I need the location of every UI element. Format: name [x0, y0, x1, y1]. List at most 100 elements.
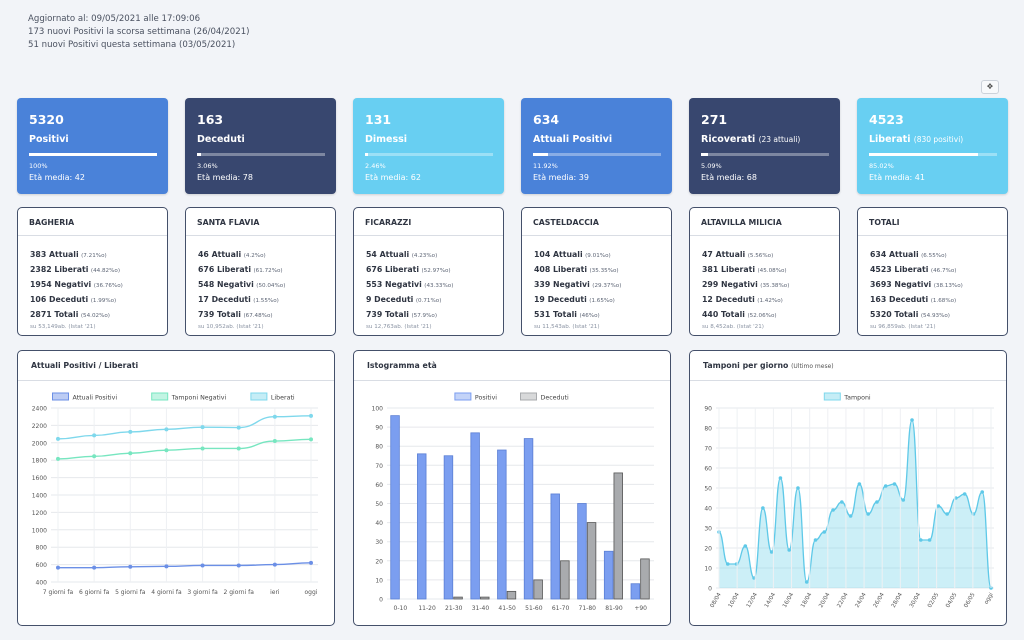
town-row-value: 676 Liberati	[366, 265, 420, 274]
data-point	[56, 565, 60, 570]
data-point	[787, 548, 791, 552]
y-tick-label: 0	[708, 586, 712, 593]
town-name: FICARAZZI	[354, 208, 503, 236]
x-tick-label: 08/04	[709, 592, 722, 609]
card-percent: 3.06%	[197, 162, 218, 170]
town-row-value: 17 Deceduti	[198, 295, 251, 304]
x-tick-label: 41-50	[498, 605, 516, 612]
bar	[480, 596, 490, 600]
data-point	[200, 446, 205, 451]
card-percent: 85.02%	[869, 162, 894, 170]
update-this-week: 51 nuovi Positivi questa settimana (03/0…	[28, 40, 236, 50]
data-point	[910, 418, 914, 422]
town-row-rate: (52.97%o)	[421, 268, 451, 274]
card-label: Ricoverati	[701, 134, 756, 145]
y-tick-label: 70	[704, 446, 712, 453]
town-row-value: 739 Totali	[366, 310, 409, 319]
card-progress	[869, 153, 997, 156]
data-point	[236, 446, 241, 451]
town-row: 163 Deceduti (1.68%o)	[870, 293, 995, 308]
data-point	[796, 486, 800, 490]
x-tick-label: 12/04	[746, 592, 759, 609]
bar	[390, 415, 400, 600]
data-point	[164, 448, 169, 453]
y-tick-label: 40	[375, 520, 383, 527]
data-point	[734, 562, 739, 566]
bar	[417, 453, 427, 600]
card-ricoverati: 271 Ricoverati (23 attuali) 5.09% Età me…	[689, 98, 840, 194]
town-row: 634 Attuali (6.55%o)	[870, 248, 995, 263]
town-row: 3693 Negativi (38.13%o)	[870, 278, 995, 293]
card-progress	[533, 153, 661, 156]
data-point	[761, 506, 765, 510]
town-row-rate: (67.48%o)	[243, 313, 273, 319]
data-point	[200, 563, 205, 568]
x-tick-label: 31-40	[472, 605, 490, 612]
x-tick-label: 0-10	[394, 605, 408, 612]
chart-panel-line: Attuali Positivi / Liberati 400 600 800 100…	[17, 350, 335, 626]
town-row-value: 381 Liberati	[702, 265, 756, 274]
x-tick-label: 6 giorni fa	[79, 589, 110, 596]
town-row-value: 9 Deceduti	[366, 295, 414, 304]
data-point	[778, 476, 783, 480]
chart-title: Attuali Positivi / Liberati	[18, 351, 334, 381]
town-row: 553 Negativi (43.33%o)	[366, 278, 491, 293]
card-attuali-positivi: 634 Attuali Positivi 11.92% Età media: 3…	[521, 98, 672, 194]
town-row: 2871 Totali (54.02%o)	[30, 308, 155, 323]
legend-swatch	[52, 392, 69, 401]
data-point	[813, 538, 818, 542]
y-tick-label: 400	[36, 580, 48, 587]
card-age: Età media: 78	[197, 173, 253, 182]
data-point	[128, 564, 133, 569]
chart-panel-hist: Istogramma età 0 10 20 30 40 50 60 70 80 90 100 0-1…	[353, 350, 671, 626]
town-row: 17 Deceduti (1.55%o)	[198, 293, 323, 308]
y-tick-label: 80	[375, 444, 383, 451]
chart-title: Istogramma età	[354, 351, 670, 381]
legend-label: Tamponi Negativi	[171, 395, 227, 402]
town-name: TOTALI	[858, 208, 1007, 236]
y-tick-label: 50	[704, 486, 712, 493]
card-positivi: 5320 Positivi 100% Età media: 42	[17, 98, 168, 194]
x-tick-label: 06/05	[963, 592, 976, 609]
y-tick-label: 90	[375, 425, 383, 432]
town-row: 4523 Liberati (46.7%o)	[870, 263, 995, 278]
legend-swatch	[520, 392, 537, 401]
data-point	[822, 530, 827, 534]
town-row-value: 1954 Negativi	[30, 280, 92, 289]
town-source: su 12,763ab. (Istat '21)	[366, 324, 432, 330]
town-row-value: 634 Attuali	[870, 250, 919, 259]
data-point	[848, 514, 853, 518]
y-tick-label: 600	[36, 562, 48, 569]
data-point	[164, 564, 169, 569]
toggle-icon[interactable]: ❖	[981, 80, 999, 94]
town-row: 12 Deceduti (1.42%o)	[702, 293, 827, 308]
card-percent: 5.09%	[701, 162, 722, 170]
bar	[586, 522, 597, 600]
chart-panel-tamponi: Tamponi per giorno (Ultimo mese) 0 10 20 30…	[689, 350, 1007, 626]
town-row-rate: (35.38%o)	[760, 283, 790, 289]
y-tick-label: 0	[379, 597, 383, 604]
town-source: su 10,952ab. (Istat '21)	[198, 324, 264, 330]
x-tick-label: 61-70	[552, 605, 570, 612]
card-age: Età media: 42	[29, 173, 85, 182]
town-row-rate: (43.33%o)	[424, 283, 454, 289]
town-row-rate: (0.71%o)	[415, 298, 442, 304]
y-tick-label: 30	[704, 526, 712, 533]
x-tick-label: 51-60	[525, 605, 543, 612]
town-row-rate: (38.13%o)	[933, 283, 963, 289]
y-tick-label: 1000	[32, 527, 47, 534]
town-row-rate: (36.76%o)	[93, 283, 123, 289]
bar	[603, 550, 614, 600]
legend-label: Tamponi	[843, 395, 871, 402]
card-age: Età media: 39	[533, 173, 589, 182]
town-row: 1954 Negativi (36.76%o)	[30, 278, 155, 293]
bar	[630, 583, 641, 600]
y-tick-label: 60	[704, 466, 712, 473]
area-chart: 0 10 20 30 40 50 60 70 80 90 08/04 10/04 12/04 14/04 1…	[704, 392, 995, 609]
town-row-rate: (29.37%o)	[592, 283, 622, 289]
y-tick-label: 70	[375, 463, 383, 470]
town-card: CASTELDACCIA 104 Attuali (9.01%o) 408 Li…	[521, 207, 672, 336]
town-row: 548 Negativi (50.04%o)	[198, 278, 323, 293]
town-row-value: 739 Totali	[198, 310, 241, 319]
town-row-rate: (52.06%o)	[747, 313, 777, 319]
